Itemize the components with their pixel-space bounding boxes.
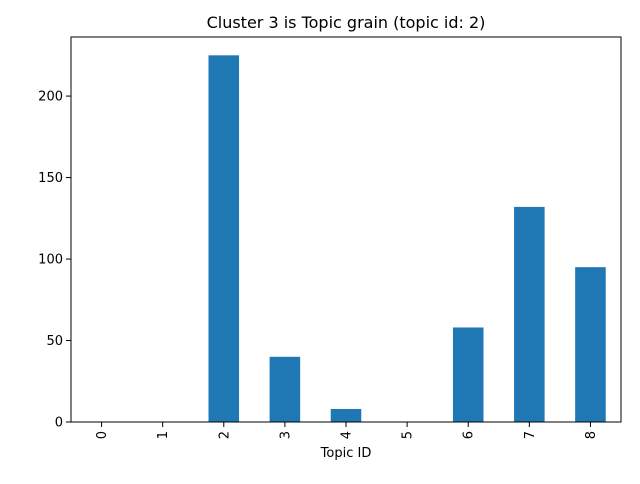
- y-tick-label: 150: [38, 171, 63, 186]
- y-tick-label: 50: [46, 334, 63, 349]
- bar-8: [575, 267, 606, 422]
- x-tick-label: 7: [523, 431, 538, 439]
- chart-title: Cluster 3 is Topic grain (topic id: 2): [207, 13, 486, 32]
- x-tick-label: 3: [278, 431, 293, 439]
- y-axis-ticks: 0 50 100 150 200: [38, 90, 71, 431]
- x-tick-label: 0: [95, 431, 110, 439]
- x-axis-label: Topic ID: [320, 446, 372, 461]
- x-tick-label: 2: [217, 431, 232, 439]
- x-tick-label: 1: [156, 431, 171, 439]
- x-tick-label: 6: [462, 431, 477, 439]
- x-axis-ticks: 0 1 2 3 4 5 6 7 8: [95, 422, 599, 439]
- bar-3: [269, 356, 301, 422]
- y-tick-label: 200: [38, 90, 63, 105]
- bars-group: [208, 55, 606, 422]
- x-tick-label: 4: [340, 431, 355, 439]
- bar-4: [330, 408, 362, 422]
- bar-2: [208, 55, 240, 422]
- y-tick-label: 0: [55, 416, 63, 431]
- x-tick-label: 8: [584, 431, 599, 439]
- bar-7: [514, 206, 545, 422]
- y-tick-label: 100: [38, 253, 63, 268]
- x-tick-label: 5: [401, 431, 416, 439]
- bar-6: [452, 327, 484, 422]
